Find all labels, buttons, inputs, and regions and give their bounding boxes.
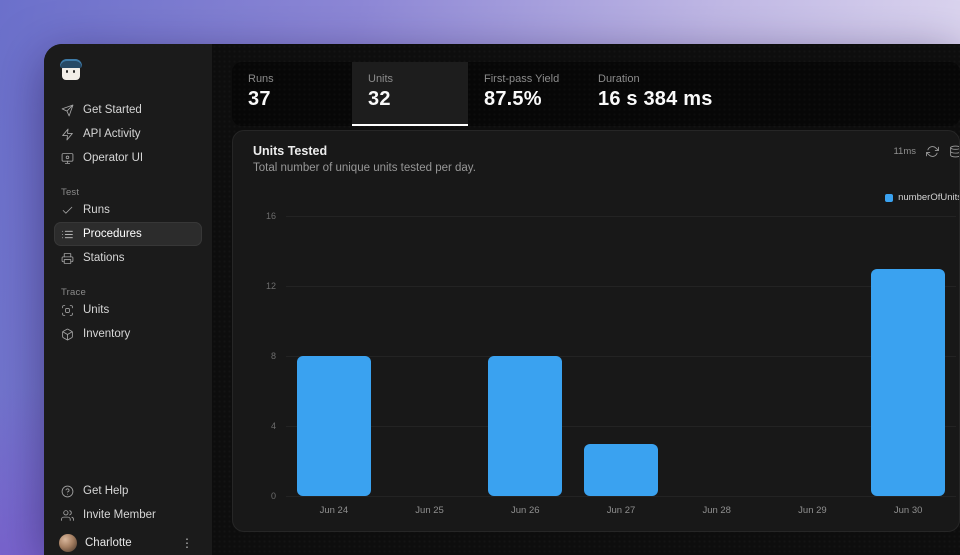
sidebar-item-procedures[interactable]: Procedures (54, 222, 202, 246)
y-tick-8: 8 (270, 351, 276, 361)
monitor-icon (61, 152, 74, 165)
logo-cap (60, 59, 82, 68)
x-axis-labels: Jun 24 Jun 25 Jun 26 Jun 27 Jun 28 Jun 29 Jun … (286, 505, 956, 519)
sidebar-nav: Get Started API Activity Operator UI Test Ru… (54, 98, 202, 346)
y-tick-0: 0 (270, 491, 276, 501)
sidebar-item-units[interactable]: Units (54, 298, 202, 322)
x-tick-jun-30: Jun 30 (893, 505, 923, 516)
users-icon (61, 509, 74, 522)
gridline-y-4 (286, 426, 956, 427)
user-name: Charlotte (85, 537, 132, 549)
stats-bar: Runs 37 Units 32 First-pass Yield 87.5% Durati… (232, 62, 960, 126)
card-subtitle: Total number of unique units tested per … (253, 162, 476, 174)
sidebar-footer-items: Get Help Invite Member (54, 479, 202, 527)
x-tick-jun-25: Jun 25 (415, 505, 444, 516)
gridline-y-12 (286, 286, 956, 287)
bar-chart-plot: 0 4 8 12 16 (266, 211, 956, 501)
sidebar-item-invite-member[interactable]: Invite Member (54, 503, 202, 527)
zap-icon (61, 128, 74, 141)
station-icon (61, 252, 74, 265)
stat-label: Runs (248, 73, 274, 85)
check-icon (61, 204, 74, 217)
sidebar-item-label: Operator UI (83, 152, 144, 164)
sidebar-item-label: Stations (83, 252, 125, 264)
sidebar-item-label: Runs (83, 204, 110, 216)
avatar (59, 534, 77, 552)
x-tick-jun-27: Jun 27 (606, 505, 636, 516)
gridline-y-16 (286, 216, 956, 217)
send-icon (61, 104, 74, 117)
gridline-y-0 (286, 496, 956, 497)
x-tick-jun-26: Jun 26 (511, 505, 540, 516)
scan-icon (61, 304, 74, 317)
bar-jun-24[interactable] (296, 356, 371, 496)
stat-value: 16 s 384 ms (598, 88, 713, 110)
y-tick-16: 16 (265, 211, 276, 221)
sidebar-item-get-started[interactable]: Get Started (54, 98, 202, 122)
stat-tab-duration[interactable]: Duration 16 s 384 ms (582, 62, 782, 126)
sidebar-item-label: Invite Member (83, 509, 156, 521)
section-label-trace: Trace (61, 287, 86, 298)
stat-label: Duration (598, 73, 640, 85)
sidebar-footer: Get Help Invite Member Charlotte ⋮ (54, 479, 202, 555)
stat-tab-runs[interactable]: Runs 37 (232, 62, 352, 126)
gridline-y-8 (286, 356, 956, 357)
logo-face (62, 65, 80, 80)
kebab-menu-icon[interactable]: ⋮ (181, 536, 193, 550)
card-header: Units Tested Total number of unique unit… (253, 144, 476, 174)
app-window: Get Started API Activity Operator UI Test Ru… (44, 44, 960, 555)
main-content: Runs 37 Units 32 First-pass Yield 87.5% Durati… (212, 44, 960, 555)
database-icon[interactable] (949, 145, 959, 158)
stat-value: 87.5% (484, 88, 542, 110)
sidebar-item-api-activity[interactable]: API Activity (54, 122, 202, 146)
stat-label: Units (368, 73, 394, 85)
section-label-test: Test (61, 187, 80, 198)
user-menu[interactable]: Charlotte ⋮ (54, 527, 202, 555)
sidebar-item-label: Inventory (83, 328, 131, 340)
chart-legend[interactable]: numberOfUnits (885, 192, 960, 203)
sidebar: Get Started API Activity Operator UI Test Ru… (44, 44, 212, 555)
stat-value: 37 (248, 88, 271, 110)
help-circle-icon (61, 485, 74, 498)
query-time: 11ms (893, 146, 916, 157)
stat-tab-first-pass-yield[interactable]: First-pass Yield 87.5% (468, 62, 582, 126)
tofu-pilot-logo[interactable] (59, 58, 85, 84)
card-title: Units Tested (253, 144, 328, 158)
sidebar-item-runs[interactable]: Runs (54, 198, 202, 222)
sidebar-item-operator-ui[interactable]: Operator UI (54, 146, 202, 170)
card-actions: 11ms (893, 145, 959, 158)
refresh-icon[interactable] (926, 145, 939, 158)
sidebar-item-stations[interactable]: Stations (54, 246, 202, 270)
x-tick-jun-29: Jun 29 (798, 505, 827, 516)
sidebar-item-label: Procedures (83, 228, 142, 240)
x-tick-jun-28: Jun 28 (702, 505, 731, 516)
bar-jun-27[interactable] (584, 443, 658, 496)
units-tested-card: Units Tested Total number of unique unit… (232, 130, 960, 532)
list-icon (61, 228, 74, 241)
stat-label: First-pass Yield (484, 73, 560, 85)
stat-tab-units[interactable]: Units 32 (352, 62, 468, 126)
sidebar-item-label: Get Help (83, 485, 129, 497)
sidebar-item-inventory[interactable]: Inventory (54, 322, 202, 346)
legend-swatch (885, 193, 894, 202)
bar-jun-30[interactable] (871, 268, 946, 496)
x-tick-jun-24: Jun 24 (319, 505, 349, 516)
y-tick-4: 4 (270, 421, 276, 431)
sidebar-item-label: API Activity (83, 128, 141, 140)
card-action-icons (926, 145, 959, 158)
box-icon (61, 328, 74, 341)
sidebar-item-label: Get Started (83, 104, 142, 116)
sidebar-item-label: Units (83, 304, 110, 316)
legend-label: numberOfUnits (898, 192, 960, 203)
y-tick-12: 12 (265, 281, 276, 291)
bar-jun-26[interactable] (488, 356, 563, 496)
sidebar-item-get-help[interactable]: Get Help (54, 479, 202, 503)
stat-value: 32 (368, 88, 391, 110)
